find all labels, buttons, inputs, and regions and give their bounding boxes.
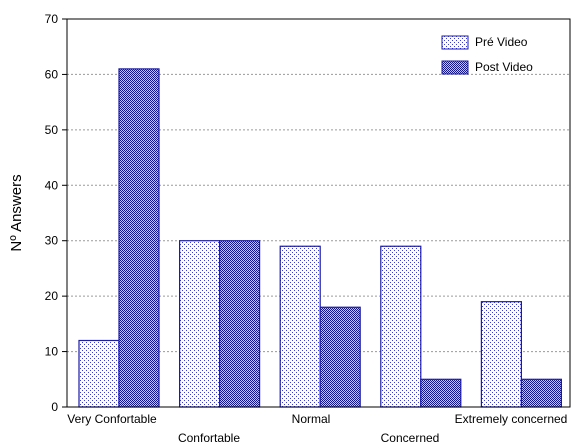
bar-pr-video-confortable — [179, 240, 221, 408]
y-tick-label: 70 — [45, 12, 59, 26]
legend-swatch-post-video — [441, 60, 469, 75]
bar-post-video-confortable — [219, 240, 261, 408]
y-tick-label: 10 — [45, 345, 59, 359]
legend-label-pre-video: Pré Video — [475, 35, 528, 49]
legend-label-post-video: Post Video — [475, 60, 533, 74]
y-tick-label: 0 — [51, 400, 58, 414]
bars — [78, 68, 563, 408]
y-tick-label: 20 — [45, 289, 59, 303]
y-axis-title: Nº Answers — [8, 174, 25, 251]
bar-pr-video-very-confortable — [78, 339, 120, 408]
bar-post-video-very-confortable — [118, 68, 160, 408]
x-axis: Very Confortable Confortable Normal Concern… — [67, 412, 567, 445]
y-tick-label: 60 — [45, 67, 59, 81]
y-tick-label: 50 — [45, 123, 59, 137]
x-tick-label-confortable: Confortable — [178, 431, 240, 445]
x-tick-label-normal: Normal — [292, 412, 331, 426]
bar-pr-video-normal — [279, 245, 321, 408]
x-tick-label-extremely-concerned: Extremely concerned — [455, 412, 568, 426]
bar-post-video-normal — [319, 306, 361, 408]
x-tick-label-concerned: Concerned — [381, 431, 440, 445]
bar-post-video-extremely-concerned — [520, 378, 563, 408]
legend-swatch-pre-video — [441, 35, 469, 50]
bar-pr-video-concerned — [380, 245, 422, 408]
y-tick-label: 30 — [45, 234, 59, 248]
y-tick-label: 40 — [45, 178, 59, 192]
legend: Pré Video Post Video — [441, 35, 533, 75]
bar-pr-video-extremely-concerned — [480, 301, 522, 408]
y-axis: 0 10 20 30 40 50 60 70 — [45, 12, 67, 414]
plot-frame — [66, 18, 571, 408]
bar-post-video-concerned — [420, 378, 462, 408]
x-tick-label-very-confortable: Very Confortable — [67, 412, 157, 426]
